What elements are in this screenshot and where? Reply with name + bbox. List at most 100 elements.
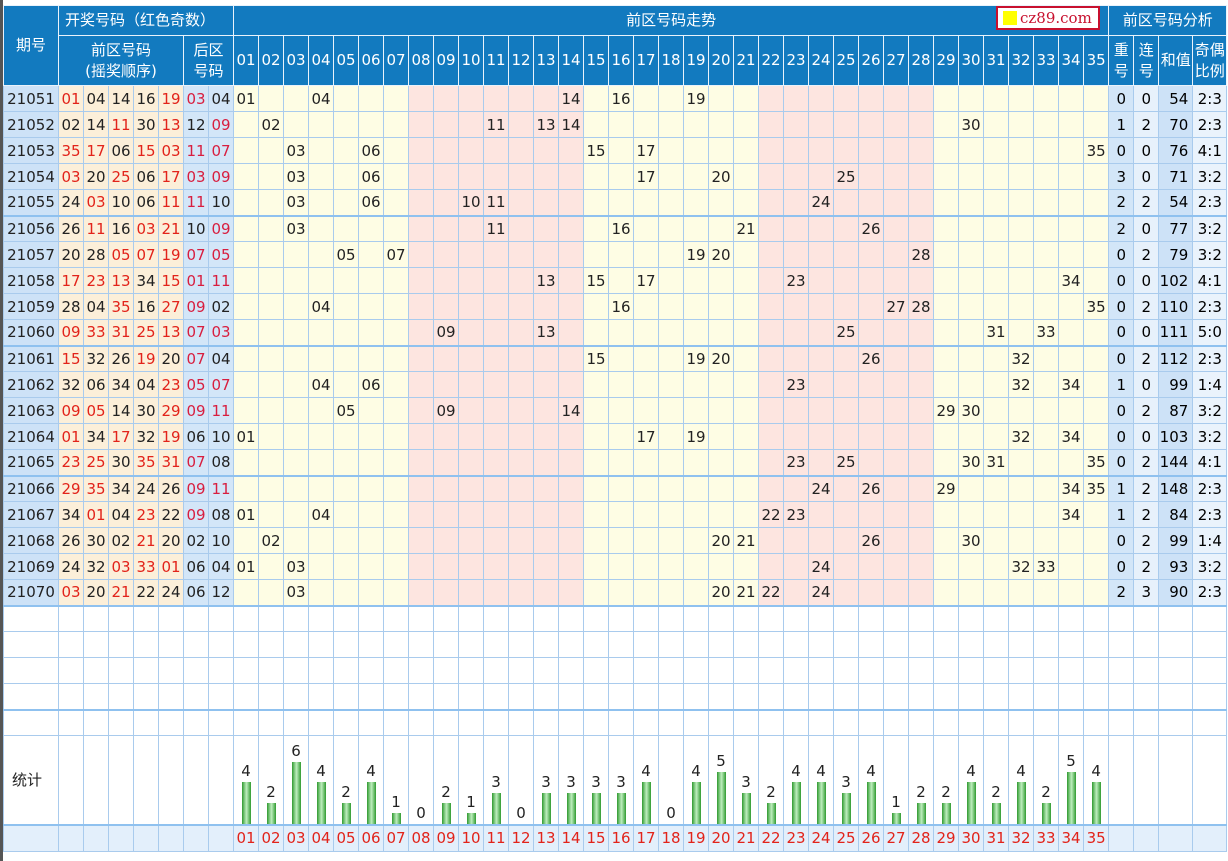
front-number: 27 (158, 293, 184, 320)
trend-cell-31 (983, 579, 1010, 606)
trend-cell-07 (383, 111, 410, 138)
trend-cell-03 (283, 267, 310, 294)
count-bar (1092, 782, 1102, 824)
trend-col-header-11: 11 (483, 35, 510, 86)
empty-cell (3, 708, 59, 736)
trend-cell-14 (558, 137, 585, 164)
trend-col-header-35: 35 (1083, 35, 1110, 86)
trend-cell-24 (808, 344, 835, 372)
trend-cell-20: 20 (708, 163, 735, 190)
consec-cell: 0 (1133, 371, 1160, 398)
trend-cell-07 (383, 189, 410, 216)
trend-cell-01 (233, 189, 260, 216)
front-number: 02 (108, 527, 134, 554)
trend-cell-34: 34 (1058, 267, 1085, 294)
count-label: 2 (266, 782, 276, 801)
trend-cell-05 (333, 163, 360, 190)
empty-cell (458, 604, 485, 632)
count-bar (342, 802, 352, 824)
empty-cell (1008, 657, 1035, 684)
front-number: 06 (133, 163, 159, 190)
trend-cell-35 (1083, 214, 1110, 242)
ratio-cell: 5:0 (1192, 319, 1228, 346)
trend-cell-27 (883, 371, 910, 398)
count-bar (592, 792, 602, 824)
back-number: 07 (207, 371, 235, 398)
repeat-cell: 0 (1108, 344, 1135, 372)
trend-cell-07 (383, 85, 410, 112)
trend-cell-16: 16 (608, 214, 635, 242)
footer-number-14: 14 (558, 823, 585, 852)
trend-cell-18 (658, 163, 685, 190)
front-number: 34 (133, 267, 159, 294)
empty-row (3, 631, 1228, 658)
trend-cell-15 (583, 397, 610, 424)
footer-number-09: 09 (433, 823, 460, 852)
trend-cell-27 (883, 137, 910, 164)
footer-number-32: 32 (1008, 823, 1035, 852)
trend-cell-02 (258, 189, 285, 216)
consec-header: 连号 (1133, 35, 1160, 86)
footer-number-01: 01 (233, 823, 260, 852)
trend-cell-23 (783, 474, 810, 502)
front-number: 23 (158, 371, 184, 398)
back-number: 09 (207, 163, 235, 190)
empty-cell (158, 708, 184, 736)
empty-cell (58, 631, 84, 658)
trend-cell-25 (833, 241, 860, 268)
back-number: 09 (207, 214, 235, 242)
trend-cell-17 (633, 319, 660, 346)
consec-cell: 2 (1133, 344, 1160, 372)
front-number: 28 (83, 241, 109, 268)
trend-cell-34 (1058, 241, 1085, 268)
empty-cell (1158, 823, 1194, 852)
trend-cell-33 (1033, 449, 1060, 476)
trend-cell-28 (908, 214, 935, 242)
stats-cell: 4 (633, 735, 660, 825)
empty-cell (558, 604, 585, 632)
empty-cell (308, 708, 335, 736)
trend-cell-03: 03 (283, 214, 310, 242)
count-label: 5 (1066, 752, 1076, 770)
consec-cell: 0 (1133, 163, 1160, 190)
trend-cell-13 (533, 189, 560, 216)
trend-cell-01 (233, 214, 260, 242)
count-label: 4 (241, 762, 251, 781)
trend-cell-16 (608, 553, 635, 580)
count-label: 2 (1041, 782, 1051, 801)
empty-cell (207, 683, 235, 710)
trend-cell-14 (558, 214, 585, 242)
front-number: 03 (58, 163, 84, 190)
empty-cell (108, 708, 134, 736)
trend-cell-11 (483, 137, 510, 164)
trend-cell-32 (1008, 189, 1035, 216)
repeat-cell: 0 (1108, 553, 1135, 580)
empty-cell (1158, 735, 1194, 825)
empty-cell (1033, 657, 1060, 684)
trend-cell-15 (583, 579, 610, 606)
trend-cell-22 (758, 214, 785, 242)
footer-number-35: 35 (1083, 823, 1110, 852)
empty-cell (483, 604, 510, 632)
trend-cell-22 (758, 137, 785, 164)
empty-cell (433, 683, 460, 710)
trend-cell-06 (358, 293, 385, 320)
trend-cell-11 (483, 449, 510, 476)
trend-cell-08 (408, 85, 435, 112)
ratio-cell: 3:2 (1192, 397, 1228, 424)
trend-cell-29 (933, 111, 960, 138)
trend-cell-23 (783, 553, 810, 580)
trend-cell-17 (633, 579, 660, 606)
trend-cell-28 (908, 344, 935, 372)
front-number: 03 (108, 553, 134, 580)
trend-cell-26: 26 (858, 527, 885, 554)
front-number: 13 (158, 111, 184, 138)
trend-cell-08 (408, 579, 435, 606)
empty-cell (1158, 604, 1194, 632)
trend-cell-32 (1008, 474, 1035, 502)
trend-cell-34 (1058, 344, 1085, 372)
count-bar (742, 792, 752, 824)
trend-cell-21 (733, 111, 760, 138)
ratio-cell: 4:1 (1192, 137, 1228, 164)
empty-cell (458, 657, 485, 684)
